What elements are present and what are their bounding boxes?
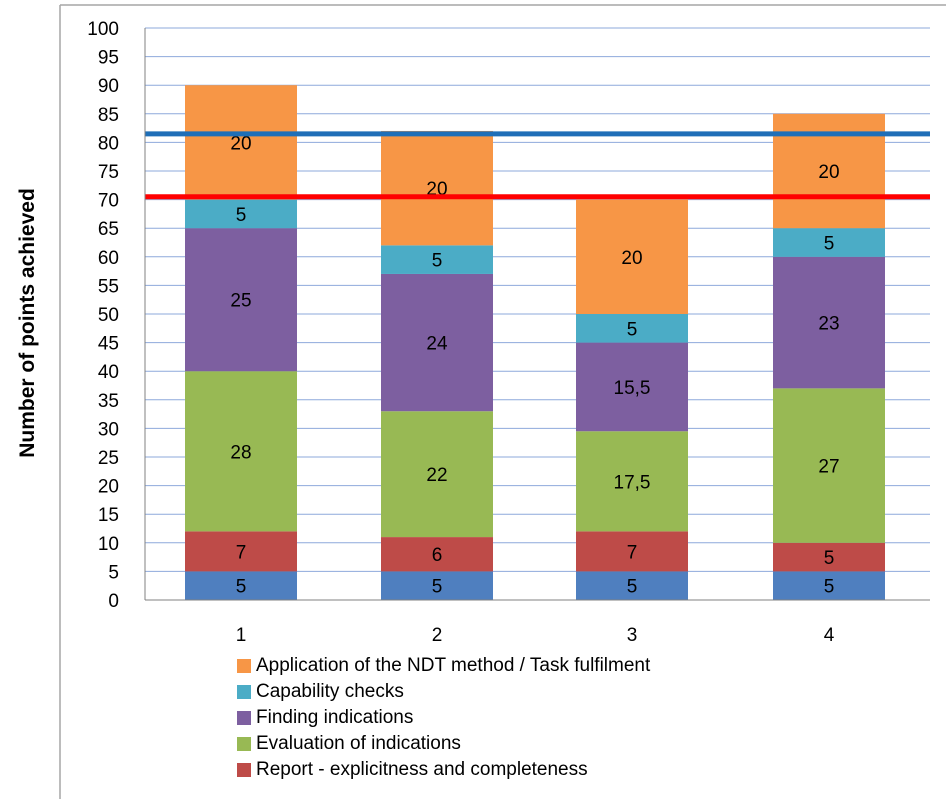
data-label: 5 [627, 577, 638, 598]
data-label: 20 [621, 248, 642, 269]
y-tick-label: 35 [98, 391, 119, 412]
bar-segment [185, 571, 297, 600]
y-tick-label: 80 [98, 133, 119, 154]
axes: 0510152025303540455055606570758085909510… [87, 19, 930, 646]
y-tick-label: 90 [98, 76, 119, 97]
y-tick-label: 100 [87, 19, 119, 40]
data-label: 20 [230, 133, 251, 154]
reference-lines [145, 131, 930, 200]
legend-label: Application of the NDT method / Task ful… [256, 655, 651, 676]
data-label: 7 [236, 542, 247, 563]
bar-segment [576, 199, 688, 314]
y-tick-label: 20 [98, 477, 119, 498]
y-tick-label: 75 [98, 162, 119, 183]
bar-segment [576, 314, 688, 343]
legend-label: Report - explicitness and completeness [256, 759, 588, 780]
data-label: 27 [818, 457, 839, 478]
bar-segment [576, 531, 688, 572]
y-tick-label: 55 [98, 276, 119, 297]
legend-item: Evaluation of indications [237, 731, 650, 757]
y-tick-label: 40 [98, 362, 119, 383]
data-label: 24 [426, 334, 448, 355]
data-label: 5 [627, 319, 638, 340]
legend-item: Report - explicitness and completeness [237, 757, 650, 783]
bar-segment [773, 228, 885, 257]
data-label: 23 [818, 314, 839, 335]
bar-segment [576, 342, 688, 432]
y-tick-label: 70 [98, 191, 119, 212]
data-label: 5 [236, 577, 247, 598]
y-tick-label: 60 [98, 248, 119, 269]
bar-segment [381, 273, 493, 412]
legend-swatch [237, 685, 251, 699]
bar-segment [185, 199, 297, 229]
legend-swatch [237, 737, 251, 751]
y-tick-label: 45 [98, 334, 119, 355]
data-label: 20 [818, 162, 839, 183]
bar-segment [381, 130, 493, 246]
y-tick-label: 25 [98, 448, 119, 469]
legend-item: Application of the NDT method / Task ful… [237, 653, 650, 679]
y-tick-label: 5 [108, 562, 119, 583]
x-tick-label: 3 [627, 625, 638, 646]
y-tick-label: 30 [98, 419, 119, 440]
bar-segment [381, 537, 493, 572]
legend-swatch [237, 763, 251, 777]
bar-segment [381, 571, 493, 600]
bar-segment [185, 531, 297, 572]
legend-item: Capability checks [237, 679, 650, 705]
legend-label: Finding indications [256, 707, 414, 728]
bar-segment [576, 431, 688, 532]
data-label: 7 [627, 542, 638, 563]
data-label: 5 [236, 205, 247, 226]
y-tick-label: 50 [98, 305, 119, 326]
y-tick-label: 85 [98, 105, 119, 126]
data-label: 22 [426, 465, 447, 486]
y-tick-label: 15 [98, 505, 119, 526]
data-label: 5 [432, 251, 443, 272]
bar-segment [185, 371, 297, 532]
bar-segment [185, 228, 297, 372]
data-label: 5 [824, 234, 835, 255]
data-label: 15,5 [614, 378, 651, 399]
legend-label: Evaluation of indications [256, 733, 461, 754]
y-tick-label: 65 [98, 219, 119, 240]
y-axis-title: Number of points achieved [16, 188, 39, 458]
data-label: 6 [432, 545, 443, 566]
legend-swatch [237, 711, 251, 725]
y-tick-label: 10 [98, 534, 119, 555]
legend-item: Finding indications [237, 705, 650, 731]
x-tick-label: 4 [824, 625, 835, 646]
data-label: 5 [824, 577, 835, 598]
x-tick-label: 1 [236, 625, 247, 646]
legend: Application of the NDT method / Task ful… [237, 653, 650, 783]
bar-segment [185, 85, 297, 200]
bar-segment [773, 388, 885, 543]
data-label: 28 [230, 442, 251, 463]
bar-segment [576, 571, 688, 600]
y-tick-label: 95 [98, 48, 119, 69]
bar-segment [773, 571, 885, 600]
bar-segment [381, 411, 493, 538]
y-tick-label: 0 [108, 591, 119, 612]
data-label: 17,5 [614, 472, 651, 493]
x-tick-label: 2 [432, 625, 443, 646]
legend-label: Capability checks [256, 681, 404, 702]
bar-segment [381, 245, 493, 274]
legend-swatch [237, 659, 251, 673]
data-label: 5 [824, 548, 835, 569]
data-label: 5 [432, 577, 443, 598]
bar-segment [773, 256, 885, 389]
bar-segment [773, 542, 885, 572]
data-label: 25 [230, 291, 251, 312]
